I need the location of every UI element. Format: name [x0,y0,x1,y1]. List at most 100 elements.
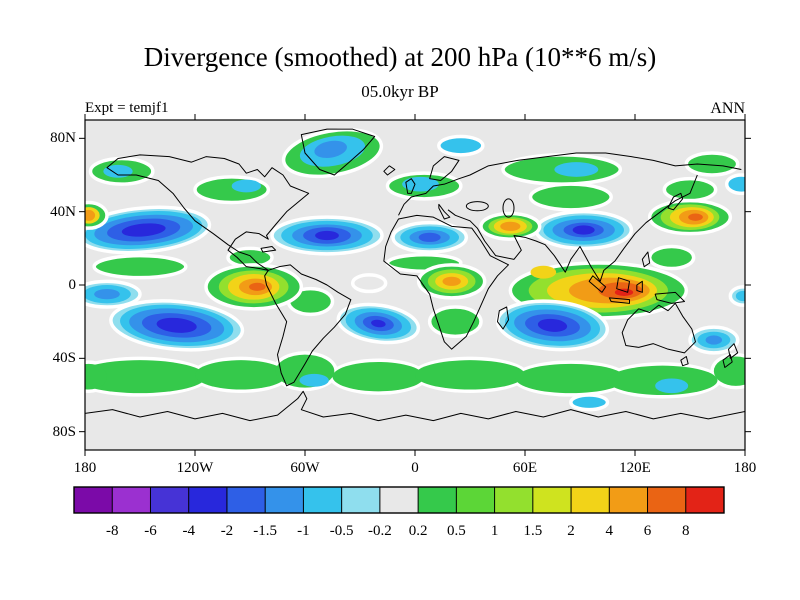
colorbar-label: 0.5 [447,523,466,539]
colorbar-label: 0.2 [409,523,428,539]
contour-blob [442,276,461,286]
coastline-philippines [642,252,649,267]
colorbar-segment [379,487,419,513]
season-label: ANN [710,100,745,117]
y-tick-label: 80N [50,130,76,147]
contour-blob [647,244,696,271]
x-tick-label: 60E [512,460,538,476]
contour-blob [314,140,347,158]
coastline-asia-east-south [448,175,697,281]
contour-blob [418,232,441,242]
x-tick-label: 60W [290,460,320,476]
colorbar-label: 4 [606,523,614,539]
colorbar-label: 8 [682,523,690,539]
y-tick-label: 0 [68,277,77,293]
colorbar-segment [418,487,457,513]
map-frame [79,114,751,456]
contour-blob [371,319,386,328]
plot-title: Divergence (smoothed) at 200 hPa (10**6 … [143,42,657,72]
contour-blob [299,373,329,387]
contour-blob [515,363,626,394]
coastline-australia [622,303,695,352]
contour-blob [92,253,188,280]
colorbar-segment [685,487,725,513]
coastline-south-america [265,265,351,386]
coastline-caspian-sea [503,199,514,217]
contour-blob [350,273,388,294]
coastline-madagascar [497,307,508,329]
coastline-scandinavia [430,157,459,181]
contour-blob [94,289,120,300]
colorbar-segment [609,487,649,513]
colorbar-segment [303,487,343,513]
contour-blob [85,363,107,390]
colorbar-label: -2 [221,523,234,539]
contour-blob [332,362,425,392]
coastline-north-america [107,155,309,270]
x-tick-label: 120W [176,460,214,476]
x-tick-label: 180 [733,460,757,476]
x-tick-label: 120E [619,460,651,476]
contour-blob [195,360,287,390]
x-tick-label: 180 [73,460,97,476]
colorbar-segment [532,487,572,513]
colorbar-segment [150,487,190,513]
colorbar-label: 6 [644,523,652,539]
colorbar-label: 1 [491,523,499,539]
experiment-label: Expt = temjf1 [85,100,169,116]
colorbar-segment [188,487,228,513]
contour-blob [537,318,568,332]
colorbar-segment [647,487,687,513]
coastline-java [609,298,629,304]
colorbar-label: -1 [297,523,310,539]
contour-blob [427,305,483,339]
colorbar-segment [571,487,610,513]
coastline-italy [439,204,450,219]
plot-subtitle: 05.0kyr BP [361,82,439,101]
coastline-antarctica [85,391,745,420]
y-tick-label: 40N [50,203,76,220]
colorbar-label: -6 [144,523,157,539]
contour-blob [315,230,339,241]
x-tick-label: 0 [411,460,419,476]
colorbar-segment [74,487,113,513]
coastline-new-guinea [655,292,684,303]
contour-blob [156,317,197,333]
contour-blob [735,290,745,302]
contour-blob [85,360,206,394]
contour-blob [437,134,485,157]
contour-blob [528,182,613,212]
colorbar-label: -0.2 [368,523,392,539]
map-plot [79,114,751,456]
coastline-iceland [384,166,395,175]
coastline-cuba [261,246,276,251]
y-tick-label: 80S [52,423,76,440]
contour-blob [500,221,521,231]
contour-blob [231,179,261,193]
coastline-africa [384,215,509,349]
contour-blob [655,378,689,394]
contour-blob [121,223,166,237]
contour-blob [85,209,96,221]
contour-blob [569,393,610,412]
coastline-new-zealand-south [723,355,732,368]
colorbar-segment [341,487,381,513]
colorbar-segment [494,487,534,513]
contour-blob [415,360,525,390]
contour-blob [402,176,439,192]
colorbar-segment [265,487,304,513]
colorbar-segment [226,487,266,513]
colorbar-label: -0.5 [330,523,354,539]
coastline-black-sea [466,202,488,211]
contour-blob [688,213,703,221]
colorbar-label: 2 [567,523,575,539]
contour-blob [530,265,557,279]
colorbar-label: 1.5 [523,523,542,539]
coastline-sumatra [589,276,605,292]
colorbar-segment [112,487,151,513]
contour-blob [554,162,599,177]
colorbar: -8 -6 -4 -2 -1.5 -1 -0.5 -0.2 0.2 0.5 1 1.5 2 4 6 8 [73,486,725,539]
contour-blob [684,151,740,177]
contour-blob [614,288,634,296]
contour-fills [85,127,745,412]
